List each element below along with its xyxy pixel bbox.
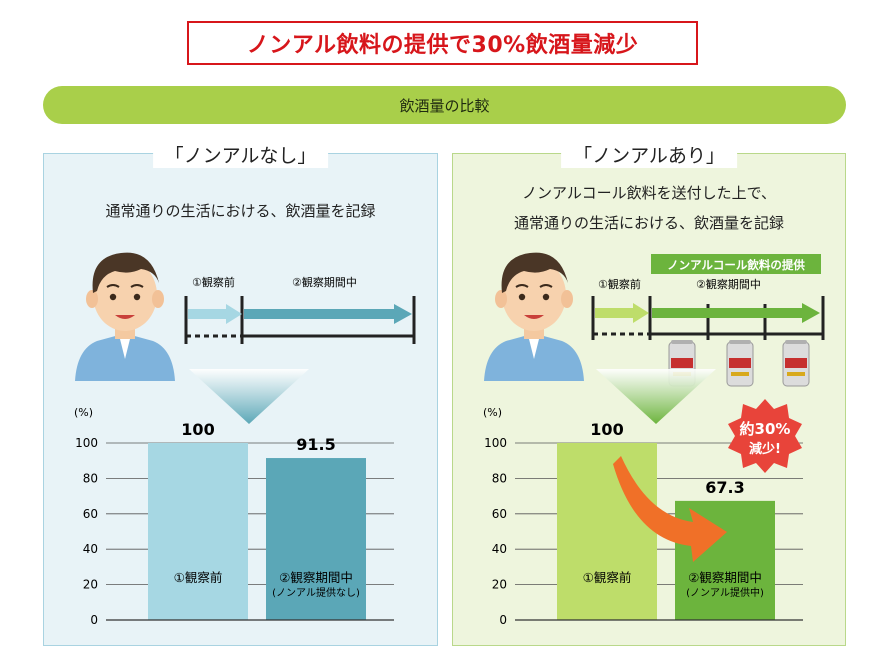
panel-with-nonalcohol: 「ノンアルあり」 ノンアルコール飲料を送付した上で、 通常通りの生活における、飲… bbox=[452, 141, 846, 646]
timeline-before-label: ①観察前 bbox=[598, 277, 641, 291]
right-figure: ノンアルコール飲料の提供 ①観察前 ②観察期間中 bbox=[483, 252, 825, 627]
y-tick-label: 20 bbox=[492, 578, 507, 592]
category-label: ①観察前 bbox=[174, 570, 223, 585]
category-label: ②観察期間中 bbox=[279, 570, 353, 585]
person-icon bbox=[484, 252, 584, 381]
timeline-during-label: ②観察期間中 bbox=[696, 277, 761, 291]
category-sublabel: (ノンアル提供なし) bbox=[272, 586, 360, 599]
panel-description-line2: 通常通りの生活における、飲酒量を記録 bbox=[513, 214, 784, 232]
bar bbox=[675, 500, 775, 620]
category-label: ①観察前 bbox=[583, 570, 632, 585]
category-label: ②観察期間中 bbox=[688, 570, 762, 585]
y-tick-label: 20 bbox=[83, 578, 98, 592]
bar bbox=[148, 443, 248, 620]
y-tick-label: 40 bbox=[83, 542, 98, 556]
bar bbox=[557, 443, 657, 620]
y-tick-label: 100 bbox=[75, 436, 98, 450]
panel-heading: 「ノンアルあり」 bbox=[561, 141, 737, 168]
panel-without-nonalcohol: 「ノンアルなし」 通常通りの生活における、飲酒量を記録 ①観察前 ②観察期間 bbox=[43, 141, 438, 646]
decrease-arrow bbox=[613, 456, 727, 562]
panel-heading: 「ノンアルなし」 bbox=[152, 141, 329, 168]
y-tick-label: 100 bbox=[484, 436, 507, 450]
badge-line2: 減少! bbox=[749, 441, 781, 457]
badge-line1: 約30% bbox=[740, 420, 791, 438]
decrease-badge: 約30% 減少! bbox=[728, 399, 802, 473]
timeline-during-label: ②観察期間中 bbox=[292, 275, 357, 289]
y-unit-label: (%) bbox=[483, 406, 502, 419]
category-sublabel: (ノンアル提供中) bbox=[686, 586, 764, 599]
y-tick-label: 40 bbox=[492, 542, 507, 556]
panel-description-line1: ノンアルコール飲料を送付した上で、 bbox=[522, 184, 776, 202]
y-tick-label: 60 bbox=[492, 507, 507, 521]
page-title: ノンアル飲料の提供で30%飲酒量減少 bbox=[187, 21, 698, 65]
data-label: 100 bbox=[181, 420, 214, 439]
y-tick-label: 80 bbox=[492, 471, 507, 485]
section-banner: 飲酒量の比較 bbox=[43, 86, 846, 124]
bar-chart-without-nonalcohol: (%) 0 20 40 60 80 100 100 ①観察前 91.5 ②観察期間中(ノンアル提供な… bbox=[74, 406, 394, 627]
y-tick-label: 80 bbox=[83, 471, 98, 485]
provide-label: ノンアルコール飲料の提供 bbox=[667, 258, 805, 272]
provide-label-bg bbox=[651, 254, 821, 274]
bar-chart-with-nonalcohol: (%) 0 20 40 60 80 100 100 ①観察前 67.3 ②観察期間中(ノンアル提供中… bbox=[483, 406, 803, 627]
timeline-before-label: ①観察前 bbox=[192, 275, 235, 289]
bar bbox=[266, 458, 366, 620]
can-icon bbox=[726, 340, 754, 387]
can-icon bbox=[782, 340, 810, 387]
person-icon bbox=[75, 252, 175, 381]
data-label: 67.3 bbox=[705, 478, 744, 497]
data-label: 91.5 bbox=[296, 435, 335, 454]
y-unit-label: (%) bbox=[74, 406, 93, 419]
y-tick-label: 60 bbox=[83, 507, 98, 521]
y-tick-label: 0 bbox=[499, 613, 507, 627]
funnel-arrow bbox=[189, 369, 309, 424]
funnel-arrow bbox=[596, 369, 716, 424]
y-tick-label: 0 bbox=[90, 613, 98, 627]
data-label: 100 bbox=[590, 420, 623, 439]
left-figure: ①観察前 ②観察期間中 (%) 0 20 40 60 80 100 100 ①観察前 91.5 ②観… bbox=[74, 252, 416, 627]
panel-description: 通常通りの生活における、飲酒量を記録 bbox=[105, 202, 376, 220]
